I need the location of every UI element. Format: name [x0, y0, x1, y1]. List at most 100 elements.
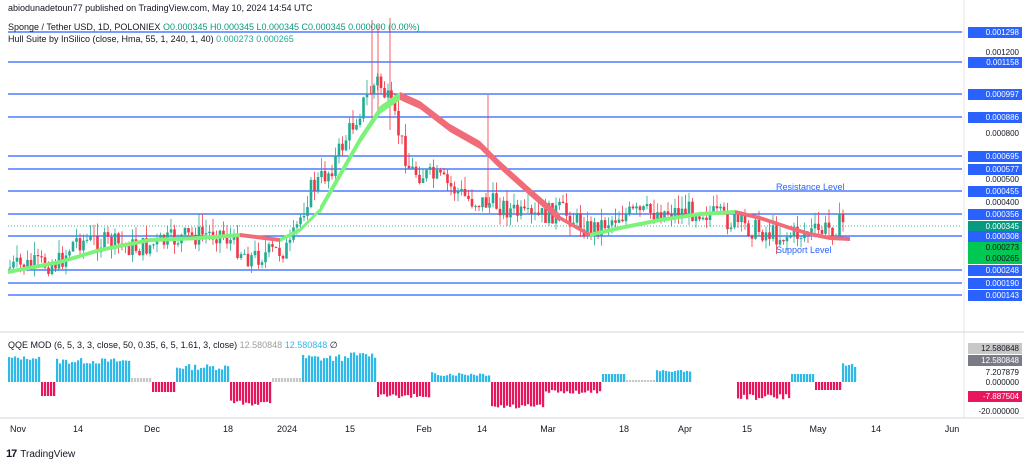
price-axis-label: 0.001298 — [968, 27, 1022, 38]
candle — [705, 206, 708, 229]
oscillator-bar — [65, 359, 68, 382]
candle — [810, 218, 813, 241]
oscillator-bar — [248, 382, 251, 404]
candle — [425, 168, 428, 182]
candle — [582, 216, 586, 239]
oscillator-bar — [572, 382, 575, 394]
oscillator-bar — [533, 382, 536, 407]
oscillator-bar — [677, 370, 680, 382]
candle — [435, 165, 439, 180]
oscillator-bar — [80, 358, 83, 382]
oscillator-bar — [527, 382, 530, 405]
hull-ribbon-segment — [280, 228, 300, 242]
footer-brand-text: TradingView — [20, 448, 76, 460]
candle — [519, 200, 523, 220]
oscillator-bar — [647, 380, 650, 382]
oscillator-bar — [560, 382, 563, 392]
oscillator-bar — [680, 370, 683, 382]
oscillator-bar — [515, 382, 518, 409]
oscillator-bar — [413, 382, 416, 395]
candle — [498, 197, 502, 225]
price-axis-label: 0.000273 — [968, 242, 1022, 253]
oscillator-bar — [89, 363, 92, 382]
candle — [236, 225, 239, 260]
candle — [628, 201, 631, 217]
oscillator-bar — [104, 358, 107, 382]
oscillator-bar — [539, 382, 542, 405]
symbol-name: Sponge / Tether USD, 1D, POLONIEX — [8, 22, 161, 32]
oscillator-bar — [575, 382, 578, 391]
candle — [274, 246, 278, 249]
oscillator-bar — [563, 382, 566, 394]
oscillator-bar — [401, 382, 404, 397]
oscillator-bar — [155, 382, 158, 392]
candle — [561, 194, 565, 204]
oscillator-bar — [833, 382, 836, 390]
oscillator-bar — [47, 382, 50, 396]
oscillator-bar — [641, 380, 644, 382]
oscillator-bar — [482, 373, 485, 382]
oscillator-bar — [137, 378, 140, 382]
oscillator-bar — [134, 378, 137, 382]
oscillator-bar — [281, 378, 284, 382]
hull-ribbon-segment — [240, 233, 280, 242]
oscillator-bar — [428, 382, 431, 398]
hull-legend[interactable]: Hull Suite by InSilico (close, Hma, 55, … — [8, 34, 294, 44]
candle — [677, 195, 680, 224]
candle — [302, 202, 306, 222]
oscillator-bar — [686, 370, 689, 382]
candle — [15, 245, 19, 268]
oscillator-bar — [59, 363, 62, 382]
oscillator-bar — [440, 375, 443, 382]
oscillator-bar — [164, 382, 167, 392]
hull-value-2: 0.000265 — [256, 34, 294, 44]
time-axis-label: 2024 — [277, 424, 297, 434]
candle — [285, 237, 288, 259]
candle — [817, 212, 820, 235]
candle — [841, 209, 845, 232]
candle — [428, 163, 432, 175]
oscillator-bar — [239, 382, 242, 401]
oscillator-legend[interactable]: QQE MOD (6, 5, 3, 3, close, 50, 0.35, 6,… — [8, 340, 338, 351]
oscillator-axis-label: 12.580848 — [968, 355, 1022, 366]
oscillator-bar — [581, 382, 584, 393]
candle — [78, 233, 82, 255]
candle — [180, 233, 183, 253]
candle — [369, 85, 372, 95]
oscillator-bar — [209, 366, 212, 382]
candle — [351, 110, 355, 135]
oscillator-bar — [272, 378, 275, 382]
time-axis-label: 14 — [871, 424, 881, 434]
candle — [68, 249, 71, 258]
footer-brand[interactable]: 17 TradingView — [6, 448, 75, 460]
oscillator-bar — [836, 382, 839, 390]
oscillator-bar — [350, 352, 353, 382]
oscillator-bar — [125, 360, 128, 382]
symbol-legend[interactable]: Sponge / Tether USD, 1D, POLONIEX O0.000… — [8, 22, 420, 32]
oscillator-bar — [419, 382, 422, 397]
candle — [169, 218, 173, 238]
oscillator-bar — [749, 382, 752, 395]
oscillator-bar — [260, 382, 263, 403]
candle — [621, 205, 624, 223]
oscillator-bar — [170, 382, 173, 392]
price-axis-label: 0.000400 — [985, 198, 1019, 207]
time-axis-label: Dec — [144, 424, 161, 434]
price-axis-label: 0.001158 — [968, 57, 1022, 68]
oscillator-bar — [653, 380, 656, 382]
oscillator-bar — [200, 367, 203, 382]
oscillator-bar — [140, 378, 143, 382]
price-axis-label: 0.001200 — [985, 48, 1019, 57]
oscillator-bar — [278, 378, 281, 382]
hull-ribbon-segment — [360, 106, 380, 144]
oscillator-axis-label: 0.000000 — [985, 378, 1019, 387]
candle — [649, 202, 652, 219]
oscillator-bar — [335, 356, 338, 382]
oscillator-bar — [56, 358, 59, 382]
oscillator-bar — [386, 382, 389, 397]
time-axis-label: Feb — [416, 424, 432, 434]
oscillator-bar — [380, 382, 383, 395]
oscillator-bar — [371, 353, 374, 382]
oscillator-axis-label: -7.887504 — [968, 391, 1022, 402]
